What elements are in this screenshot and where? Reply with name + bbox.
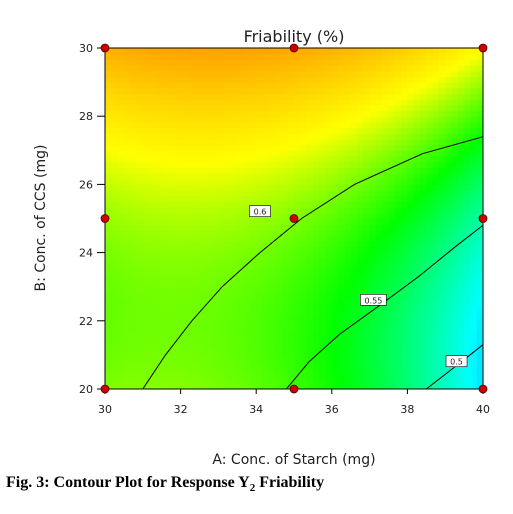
design-points xyxy=(100,43,488,394)
y-axis: 20 22 24 26 28 30 xyxy=(79,42,105,396)
design-point xyxy=(289,214,299,223)
caption-subscript: 2 xyxy=(249,482,256,494)
x-tick-label: 38 xyxy=(400,403,414,416)
design-point xyxy=(100,214,110,223)
contour-line xyxy=(286,224,483,389)
contour-label: 0.55 xyxy=(364,296,382,305)
contour-label: 0.6 xyxy=(254,208,267,217)
x-tick-label: 32 xyxy=(174,403,188,416)
contour-label: 0.5 xyxy=(450,358,463,367)
contour-label-box xyxy=(249,205,271,217)
y-tick-label: 20 xyxy=(79,383,93,396)
x-axis-label: A: Conc. of Starch (mg) xyxy=(212,452,375,468)
y-tick-label: 28 xyxy=(79,110,93,123)
x-tick-label: 34 xyxy=(249,403,263,416)
y-tick-label: 24 xyxy=(79,247,93,260)
caption-prefix: Fig. 3: Contour Plot for Response Y xyxy=(6,474,250,491)
y-axis-label: B: Conc. of CCS (mg) xyxy=(33,145,49,292)
x-tick-label: 36 xyxy=(325,403,339,416)
x-tick-label: 40 xyxy=(476,403,490,416)
y-tick-label: 30 xyxy=(79,42,93,55)
contour-label-box xyxy=(445,355,468,368)
design-point xyxy=(100,43,110,53)
y-tick-label: 26 xyxy=(79,178,93,191)
contour-lines xyxy=(142,136,483,389)
design-point xyxy=(289,43,299,53)
x-tick-label: 30 xyxy=(98,403,112,416)
y-tick-label: 22 xyxy=(79,315,93,328)
contour-line xyxy=(425,344,483,389)
design-point xyxy=(478,214,488,223)
design-point xyxy=(478,384,488,394)
chart-title: Friability (%) xyxy=(244,27,345,46)
figure-caption: Fig. 3: Contour Plot for Response Y2 Fri… xyxy=(6,474,506,494)
design-point xyxy=(289,384,299,394)
contour-label-box xyxy=(360,294,387,306)
caption-suffix: Friability xyxy=(255,474,325,491)
color-surface xyxy=(105,48,483,389)
design-point xyxy=(100,384,110,394)
design-point xyxy=(478,43,488,53)
contour-labels: 0.6 0.55 0.5 xyxy=(249,205,468,368)
contour-line xyxy=(142,136,483,389)
